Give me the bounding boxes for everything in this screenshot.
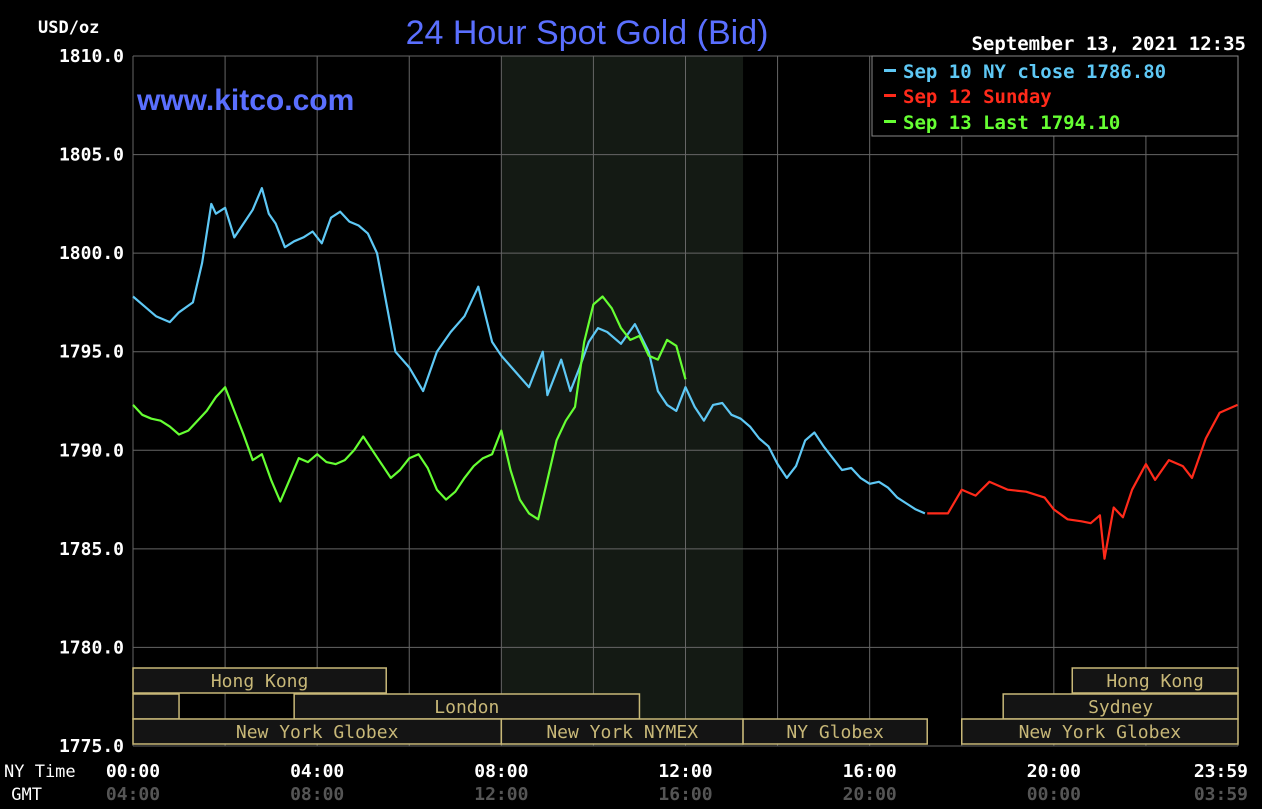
session-box <box>500 718 744 745</box>
x-tick-labels: 00:00 04:00 08:00 12:00 16:00 20:00 23:5904:00… <box>106 761 1248 805</box>
session-box <box>742 718 928 745</box>
series-line <box>927 403 1238 560</box>
gmt-tick-label: 20:00 <box>843 784 897 804</box>
legend-entry-sep13: Sep 13 Last 1794.10 <box>903 112 1120 134</box>
y-tick-label: 1785.0 <box>59 539 124 560</box>
x-tick-label: 00:00 <box>106 761 160 782</box>
y-tick-labels: 1810.0 1805.0 1800.0 1795.0 1790.0 1785.0 1780… <box>59 46 124 757</box>
legend-swatch-sep13 <box>884 120 896 123</box>
session-box <box>961 718 1239 745</box>
x-tick-label: 12:00 <box>658 761 712 782</box>
y-tick-label: 1790.0 <box>59 440 124 461</box>
session-label: NY Globex <box>786 722 884 743</box>
y-tick-label: 1800.0 <box>59 243 124 264</box>
y-tick-label: 1795.0 <box>59 342 124 363</box>
gmt-tick-label: 08:00 <box>290 784 344 804</box>
chart-title: 24 Hour Spot Gold (Bid) <box>406 14 769 52</box>
session-label: Hong Kong <box>211 671 309 692</box>
x-tick-label: 16:00 <box>843 761 897 782</box>
y-tick-label: 1810.0 <box>59 46 124 67</box>
gmt-row-label: GMT <box>11 785 42 804</box>
legend-entry-sep12: Sep 12 Sunday <box>903 86 1052 108</box>
y-tick-label: 1780.0 <box>59 637 124 658</box>
y-tick-label: 1775.0 <box>59 736 124 757</box>
watermark-text: www.kitco.com <box>136 84 354 117</box>
gmt-tick-label: 12:00 <box>474 784 528 804</box>
session-box <box>132 667 387 694</box>
x-tick-label: 08:00 <box>474 761 528 782</box>
legend-box <box>871 55 1239 137</box>
nymex-highlight-band <box>501 56 744 746</box>
series-line <box>132 295 687 521</box>
session-label: New York Globex <box>1019 722 1182 743</box>
legend-entry-sep10: Sep 10 NY close 1786.80 <box>903 61 1166 83</box>
x-tick-label: 23:59 <box>1194 761 1248 782</box>
session-box <box>132 693 180 720</box>
session-label: London <box>434 697 499 718</box>
series-lines <box>132 187 1238 560</box>
gmt-tick-label: 16:00 <box>658 784 712 804</box>
session-label: Sydney <box>1088 697 1153 718</box>
session-box <box>132 718 503 745</box>
gmt-tick-label: 04:00 <box>106 784 160 804</box>
chart-timestamp: September 13, 2021 12:35 <box>971 33 1246 55</box>
gmt-tick-label: 00:00 <box>1027 784 1081 804</box>
gmt-tick-label: 03:59 <box>1194 784 1248 804</box>
x-tick-label: 04:00 <box>290 761 344 782</box>
session-label: Hong Kong <box>1106 671 1204 692</box>
x-tick-label: 20:00 <box>1027 761 1081 782</box>
ny-time-row-label: NY Time <box>4 762 76 782</box>
legend: Sep 10 NY close 1786.80 Sep 12 Sunday Se… <box>871 55 1239 137</box>
session-label: New York Globex <box>236 722 399 743</box>
session-label: New York NYMEX <box>546 722 698 743</box>
session-box <box>1071 667 1239 694</box>
legend-swatch-sep10 <box>884 69 896 72</box>
legend-swatch-sep12 <box>884 94 896 97</box>
trading-sessions: Hong Kong Hong Kong London Sydney New York G… <box>132 667 1239 745</box>
grid-lines <box>132 55 1239 747</box>
series-line <box>132 187 926 515</box>
y-tick-label: 1805.0 <box>59 145 124 166</box>
y-axis-unit-label: USD/oz <box>38 18 99 38</box>
